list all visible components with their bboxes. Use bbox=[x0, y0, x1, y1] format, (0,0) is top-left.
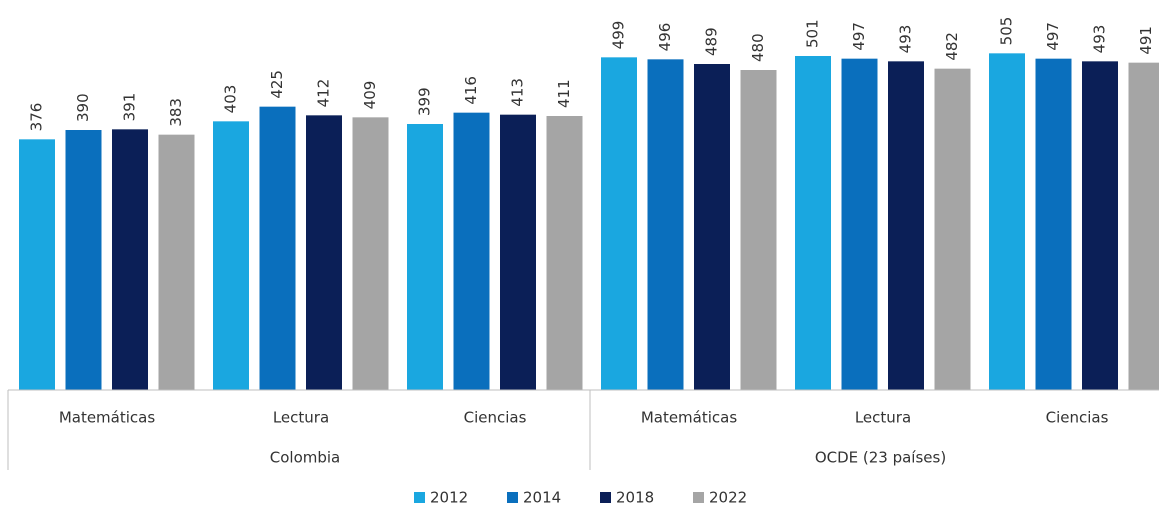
value-label: 409 bbox=[361, 81, 379, 110]
value-label: 480 bbox=[749, 33, 767, 62]
bar bbox=[213, 121, 249, 390]
value-label: 403 bbox=[222, 85, 240, 114]
value-label: 412 bbox=[315, 79, 333, 108]
bar bbox=[352, 117, 389, 390]
bar bbox=[934, 68, 971, 391]
category-label: Matemáticas bbox=[641, 409, 738, 427]
category-label: Lectura bbox=[273, 409, 329, 427]
value-label: 493 bbox=[1091, 25, 1109, 54]
bar bbox=[306, 115, 342, 390]
bar bbox=[500, 114, 536, 391]
value-label: 501 bbox=[804, 19, 822, 48]
bar bbox=[158, 134, 195, 390]
bar bbox=[694, 64, 730, 390]
bar bbox=[647, 59, 684, 390]
group-label: OCDE (23 países) bbox=[815, 449, 946, 467]
value-label: 391 bbox=[121, 93, 139, 122]
category-label: Ciencias bbox=[464, 409, 527, 427]
value-label: 489 bbox=[703, 27, 721, 56]
bar bbox=[795, 56, 831, 390]
bar bbox=[601, 57, 637, 390]
bar bbox=[65, 130, 102, 390]
value-label: 497 bbox=[850, 22, 868, 51]
bar bbox=[1082, 61, 1118, 390]
legend-label: 2018 bbox=[616, 489, 654, 507]
bar bbox=[546, 116, 583, 390]
category-label: Ciencias bbox=[1046, 409, 1109, 427]
bar bbox=[888, 61, 924, 390]
legend-label: 2022 bbox=[709, 489, 747, 507]
value-label: 482 bbox=[943, 32, 961, 61]
bar bbox=[1128, 62, 1159, 391]
value-label: 411 bbox=[555, 79, 573, 108]
value-label: 383 bbox=[167, 98, 185, 127]
bar bbox=[740, 70, 777, 390]
value-label: 413 bbox=[509, 78, 527, 107]
legend-swatch bbox=[600, 492, 611, 503]
value-label: 399 bbox=[416, 87, 434, 116]
bar bbox=[112, 129, 148, 391]
value-label: 497 bbox=[1044, 22, 1062, 51]
bar bbox=[259, 106, 296, 391]
value-label: 416 bbox=[462, 76, 480, 105]
legend-swatch bbox=[414, 492, 425, 503]
value-label: 425 bbox=[268, 70, 286, 99]
legend-swatch bbox=[507, 492, 518, 503]
bar bbox=[989, 53, 1025, 390]
bar bbox=[841, 58, 878, 391]
legend-swatch bbox=[693, 492, 704, 503]
legend-label: 2014 bbox=[523, 489, 561, 507]
value-label: 496 bbox=[656, 23, 674, 52]
group-label: Colombia bbox=[270, 449, 341, 467]
bar bbox=[1035, 58, 1072, 391]
value-label: 499 bbox=[610, 21, 628, 50]
bar bbox=[407, 124, 443, 390]
bar bbox=[19, 139, 55, 390]
value-label: 390 bbox=[74, 93, 92, 122]
bar bbox=[453, 112, 490, 391]
value-label: 376 bbox=[28, 103, 46, 132]
legend-label: 2012 bbox=[430, 489, 468, 507]
value-label: 493 bbox=[897, 25, 915, 54]
value-label: 505 bbox=[998, 17, 1016, 46]
category-label: Matemáticas bbox=[59, 409, 156, 427]
value-label: 491 bbox=[1137, 26, 1155, 55]
category-label: Lectura bbox=[855, 409, 911, 427]
